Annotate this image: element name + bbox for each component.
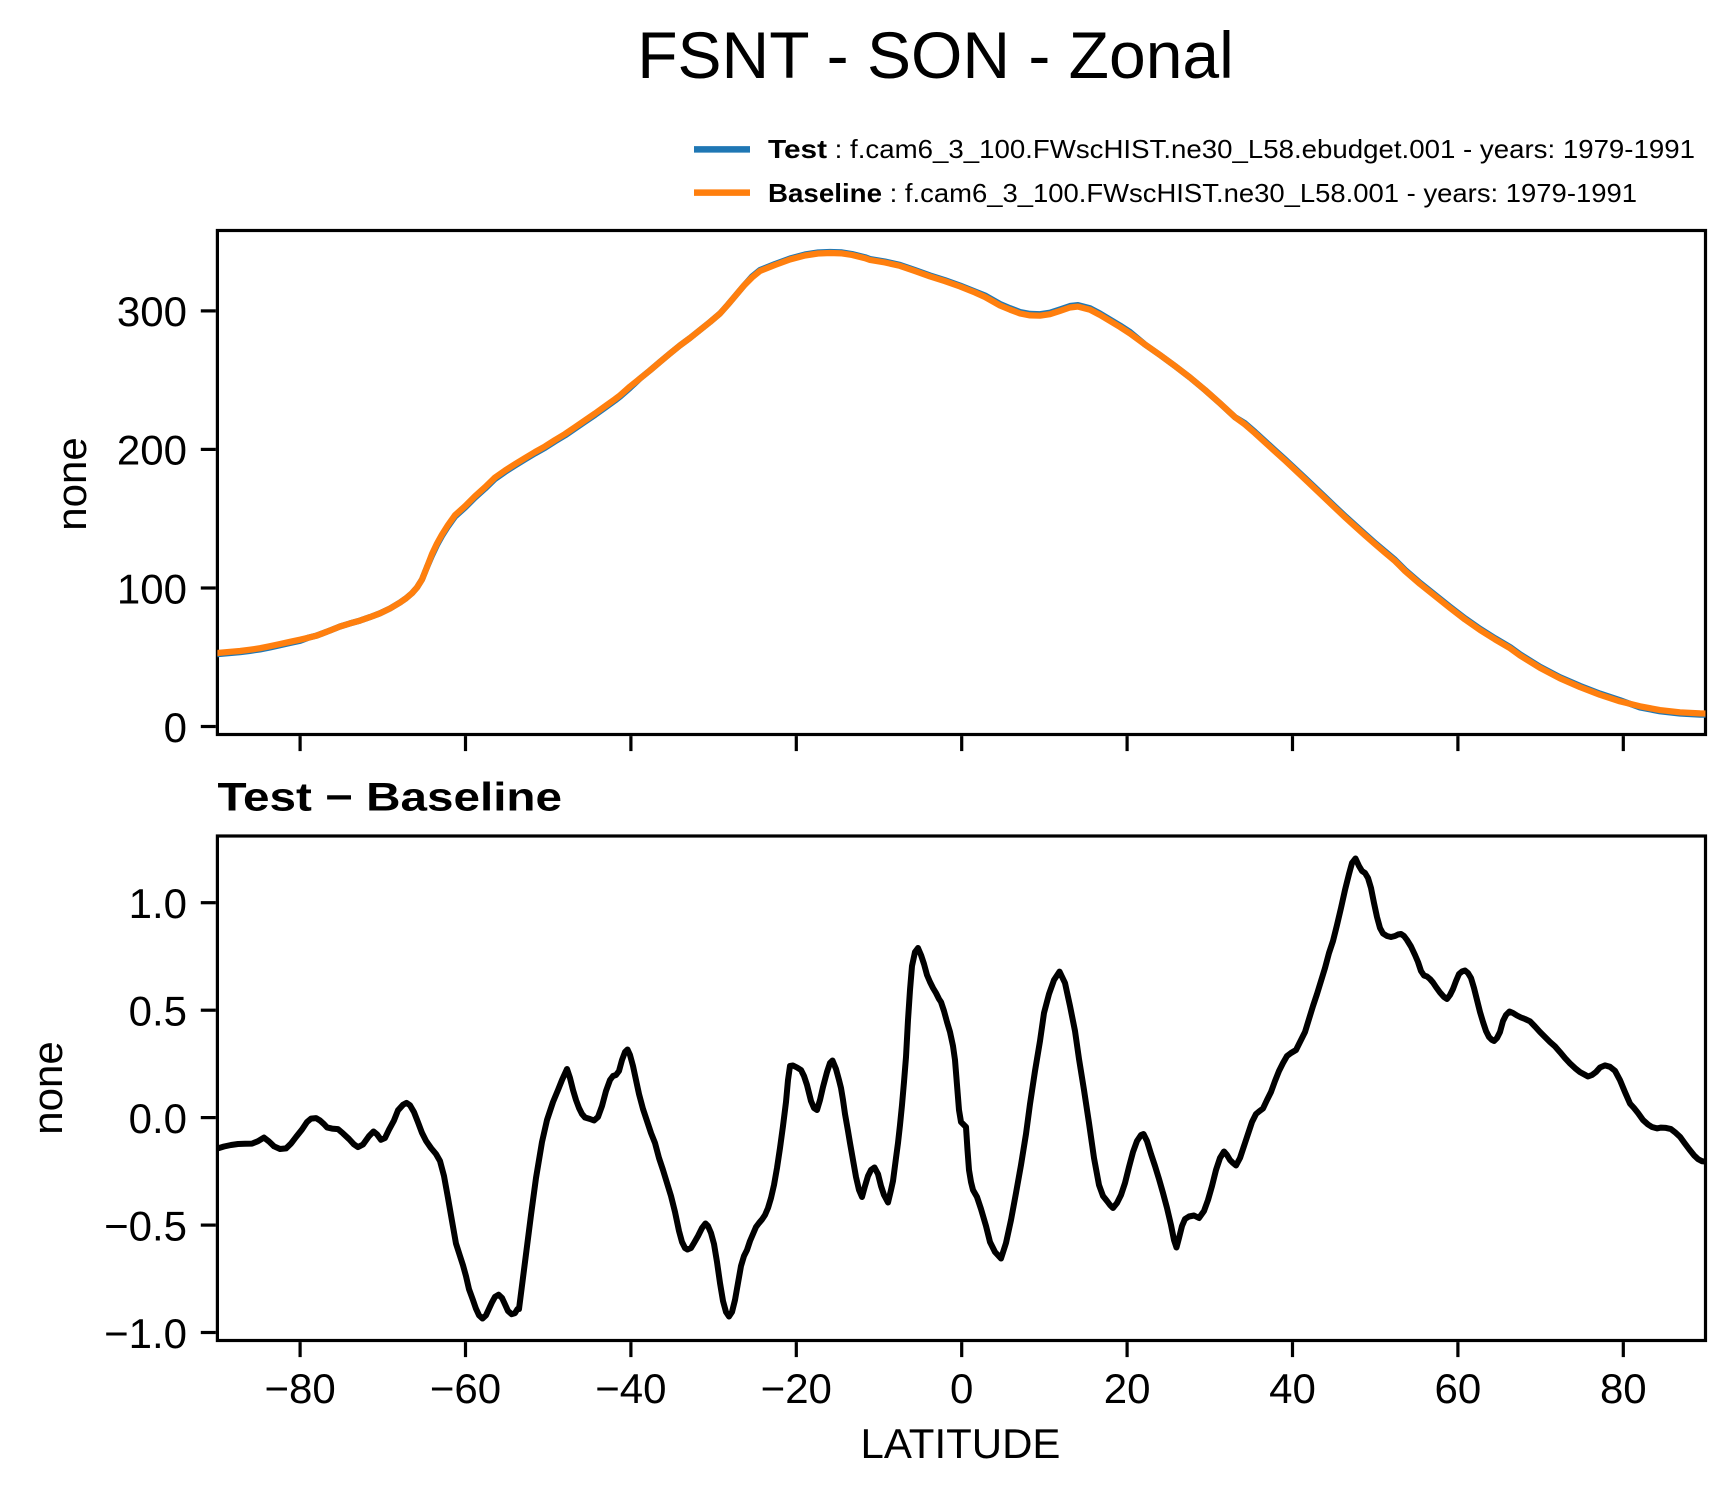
svg-text:none: none xyxy=(48,437,95,530)
svg-text:LATITUDE: LATITUDE xyxy=(861,1420,1061,1467)
svg-text:−80: −80 xyxy=(264,1365,335,1412)
svg-text:Test − Baseline: Test − Baseline xyxy=(218,776,563,820)
svg-text:80: 80 xyxy=(1600,1365,1647,1412)
svg-text:1.0: 1.0 xyxy=(129,880,187,927)
svg-text:0: 0 xyxy=(164,704,187,751)
svg-text:200: 200 xyxy=(117,427,187,474)
svg-text:FSNT - SON - Zonal: FSNT - SON - Zonal xyxy=(637,18,1234,92)
svg-text:Baseline: Baseline xyxy=(768,178,882,208)
svg-text:none: none xyxy=(24,1041,71,1134)
svg-text:Test: Test xyxy=(768,134,827,164)
svg-text:−1.0: −1.0 xyxy=(104,1310,187,1357)
svg-text:20: 20 xyxy=(1104,1365,1151,1412)
svg-text:−20: −20 xyxy=(761,1365,832,1412)
svg-text:40: 40 xyxy=(1269,1365,1316,1412)
svg-text:100: 100 xyxy=(117,565,187,612)
svg-text:0.5: 0.5 xyxy=(129,988,187,1035)
svg-text:0: 0 xyxy=(950,1365,973,1412)
svg-text:: f.cam6_3_100.FWscHIST.ne30_L: : f.cam6_3_100.FWscHIST.ne30_L58.001 - y… xyxy=(882,178,1637,208)
svg-text:−60: −60 xyxy=(430,1365,501,1412)
svg-text:: f.cam6_3_100.FWscHIST.ne30_L: : f.cam6_3_100.FWscHIST.ne30_L58.ebudget… xyxy=(827,134,1695,164)
svg-text:−40: −40 xyxy=(595,1365,666,1412)
svg-text:0.0: 0.0 xyxy=(129,1095,187,1142)
svg-text:−0.5: −0.5 xyxy=(104,1202,187,1249)
svg-text:60: 60 xyxy=(1435,1365,1482,1412)
svg-text:300: 300 xyxy=(117,288,187,335)
